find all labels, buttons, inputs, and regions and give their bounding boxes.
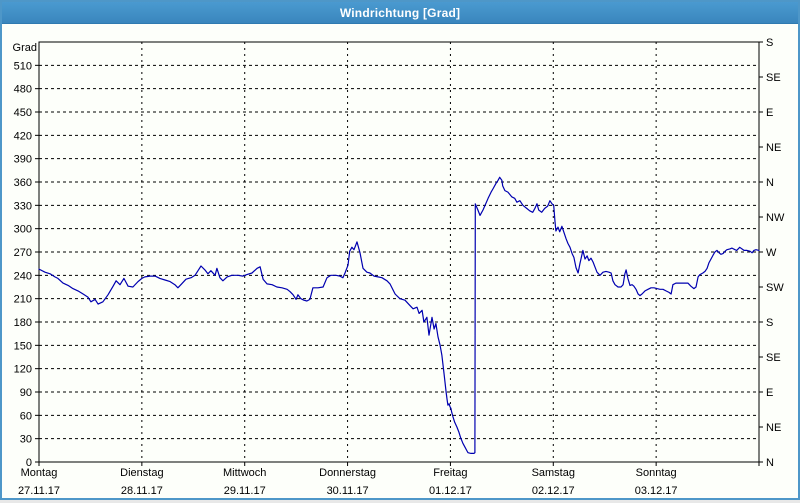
y-right-compass-label: N (766, 177, 774, 189)
day-label: Dienstag (120, 467, 163, 479)
day-label: Montag (21, 467, 58, 479)
y-right-compass-label: NE (766, 142, 781, 154)
y-right-compass-label: NE (766, 422, 781, 434)
y-left-tick-label: 300 (14, 224, 32, 236)
day-label: Mittwoch (223, 467, 266, 479)
date-label: 02.12.17 (532, 485, 575, 497)
window-title-bar: Windrichtung [Grad] (2, 2, 798, 24)
y-right-compass-label: S (766, 37, 773, 49)
window-title: Windrichtung [Grad] (339, 5, 461, 20)
y-left-tick-label: 30 (20, 434, 32, 446)
date-label: 30.11.17 (327, 485, 369, 497)
y-left-tick-label: 120 (14, 364, 32, 376)
y-left-tick-label: 420 (14, 130, 32, 142)
date-label: 01.12.17 (429, 485, 472, 497)
y-left-tick-label: 390 (14, 154, 32, 166)
date-label: 27.11.17 (18, 485, 60, 497)
date-label: 03.12.17 (635, 485, 678, 497)
day-label: Donnerstag (319, 467, 376, 479)
day-label: Samstag (532, 467, 575, 479)
y-left-tick-label: 510 (14, 60, 32, 72)
date-label: 29.11.17 (224, 485, 266, 497)
y-left-tick-label: 0 (26, 457, 32, 469)
y-right-compass-label: E (766, 107, 773, 119)
y-right-compass-label: E (766, 387, 773, 399)
y-right-compass-label: SE (766, 72, 781, 84)
y-left-tick-label: 480 (14, 84, 32, 96)
y-left-tick-label: 180 (14, 317, 32, 329)
y-left-tick-label: 60 (20, 410, 32, 422)
date-label: 28.11.17 (121, 485, 163, 497)
y-right-compass-label: SE (766, 352, 781, 364)
y-left-tick-label: 150 (14, 340, 32, 352)
y-left-tick-label: 270 (14, 247, 32, 259)
y-right-compass-label: SW (766, 282, 784, 294)
day-label: Freitag (433, 467, 467, 479)
day-label: Sonntag (636, 467, 677, 479)
y-right-compass-label: NW (766, 212, 785, 224)
y-left-tick-label: 210 (14, 294, 32, 306)
y-left-tick-label: 330 (14, 200, 32, 212)
wind-direction-chart: 0 30 60 90 120 150 180 210 240 270 300 330 360 390 420… (13, 37, 785, 497)
y-axis-unit-label: Grad (13, 42, 37, 54)
y-left-tick-label: 240 (14, 270, 32, 282)
wind-direction-line (38, 176, 760, 454)
y-right-compass-label: N (766, 457, 774, 469)
y-left-tick-label: 90 (20, 387, 32, 399)
y-left-tick-label: 450 (14, 107, 32, 119)
y-right-compass-label: S (766, 317, 773, 329)
y-left-tick-label: 360 (14, 177, 32, 189)
y-right-compass-label: W (766, 247, 777, 259)
